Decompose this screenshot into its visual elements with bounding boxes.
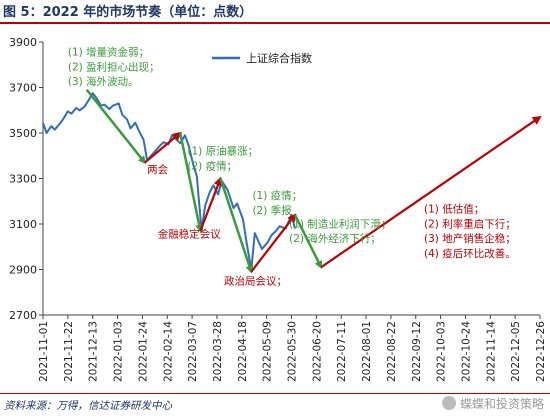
annotation-label: (2) 疫情； [187, 159, 237, 172]
annotation-label: (1) 低估值； [424, 203, 484, 216]
trend-arrow-down [179, 132, 204, 233]
annotation-label: (1) 增量资金弱； [68, 46, 149, 59]
x-tick-label: 2022-05-09 [262, 321, 274, 382]
annotation-label: (1) 原油暴涨； [187, 145, 258, 158]
x-tick-label: 2022-10-03 [436, 321, 448, 382]
x-tick-label: 2021-11-01 [38, 321, 50, 382]
annotation-label: (2) 海外经济下行； [289, 232, 381, 245]
trend-arrow-up [144, 131, 182, 164]
annotation-label: 两会 [147, 163, 168, 176]
trend-arrow-down [293, 214, 323, 270]
trend-arrow-up [250, 213, 297, 273]
x-tick-label: 2022-03-28 [212, 321, 224, 382]
annotation-label: (3) 海外波动。 [68, 75, 139, 88]
annotation-label: (2) 盈利担心出现； [68, 60, 160, 73]
x-tick-label: 2022-10-24 [460, 321, 472, 382]
x-tick-label: 2022-08-22 [386, 321, 398, 382]
annotation-label: (2) 利率重启下行； [424, 217, 516, 230]
x-tick-label: 2022-11-14 [485, 321, 497, 382]
x-tick-label: 2022-08-01 [361, 321, 373, 382]
x-tick-label: 2022-07-11 [336, 321, 348, 382]
series-line-shanghai-composite [42, 92, 296, 271]
y-tick-label: 3300 [9, 173, 37, 186]
x-tick-label: 2022-02-14 [162, 321, 174, 382]
x-tick-label: 2022-01-03 [113, 321, 125, 382]
chart: 2700 2900 3100 3300 3500 3700 3900 2021-11-01 20… [9, 36, 547, 382]
legend-label: 上证综合指数 [246, 51, 312, 65]
annotation-label: (3) 地产销售企稳； [424, 232, 516, 245]
annotation-label: (4) 疫后环比改善。 [424, 247, 516, 260]
x-tick-label: 2022-01-24 [137, 321, 149, 382]
source-note: 资料来源：万得，信达证券研发中心 [4, 400, 172, 412]
trend-arrow-up [199, 176, 223, 232]
annotation-label: (1) 制造业利润下滑； [289, 217, 391, 230]
x-tick-label: 2022-06-20 [311, 321, 323, 382]
x-tick-label: 2022-09-12 [411, 321, 423, 382]
legend: 上证综合指数 [212, 51, 312, 65]
trend-arrows [85, 88, 542, 274]
source-bar: 资料来源：万得，信达证券研发中心 蝶蝶和投资策略 [0, 393, 550, 419]
annotation-label: 金融稳定会议 [158, 228, 221, 241]
x-tick-label: 2022-12-05 [510, 321, 522, 382]
annotation-label: (1) 疫情； [252, 189, 302, 202]
chart-title: 图 5：2022 年的市场节奏（单位：点数） [3, 5, 253, 20]
y-tick-label: 2700 [9, 309, 37, 322]
x-tick-label: 2022-05-30 [287, 321, 299, 382]
y-tick-label: 3100 [9, 218, 37, 231]
trend-arrow-down [219, 178, 254, 274]
trend-arrow-down [85, 88, 147, 165]
watermark-logo-icon [441, 396, 456, 410]
annotation-label: 政治局会议； [224, 274, 287, 287]
x-tick-label: 2021-12-13 [88, 321, 100, 382]
y-tick-label: 2900 [9, 264, 37, 277]
watermark-text: 蝶蝶和投资策略 [459, 397, 544, 411]
x-tick-label: 2022-04-18 [237, 321, 249, 382]
y-tick-label: 3900 [9, 36, 37, 49]
trend-arrow-up [320, 115, 542, 269]
annotation-label: (2) 季报 [252, 204, 292, 217]
y-tick-label: 3500 [9, 127, 37, 140]
y-tick-label: 3700 [9, 82, 37, 95]
x-tick-label: 2022-12-26 [535, 321, 547, 382]
title-bar: 图 5：2022 年的市场节奏（单位：点数） [0, 0, 550, 24]
x-tick-label: 2022-03-07 [187, 321, 199, 382]
series-layer [42, 92, 296, 271]
watermark: 蝶蝶和投资策略 [441, 395, 544, 412]
annotations: (1) 增量资金弱；(2) 盈利担心出现； (3) 海外波动。两会 (1) 原油暴涨… [68, 46, 516, 288]
axes: 2700 2900 3100 3300 3500 3700 3900 2021-11-01 20… [9, 36, 547, 382]
x-tick-label: 2021-11-22 [63, 321, 75, 382]
